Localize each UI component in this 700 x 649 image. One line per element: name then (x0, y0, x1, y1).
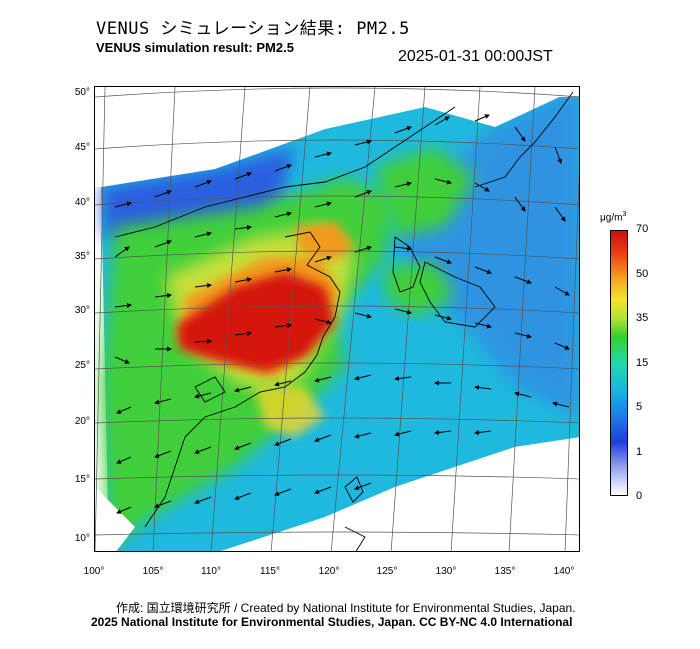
colorbar-tick-50: 50 (636, 268, 649, 280)
lon-label-130: 130° (435, 566, 457, 577)
colorbar-tick-0: 0 (636, 490, 643, 502)
wind-vectors (114, 114, 570, 514)
forecast-timestamp: 2025-01-31 00:00JST (398, 48, 553, 65)
colorbar-tick-5: 5 (636, 401, 643, 413)
lon-label-125: 125° (376, 566, 398, 577)
colorbar-tick-35: 35 (636, 312, 649, 324)
lat-label-40: 40° (74, 197, 90, 208)
lat-label-10: 10° (74, 533, 90, 544)
lon-label-140: 140° (553, 566, 575, 577)
colorbar-tick-1: 1 (636, 446, 643, 458)
colorbar-tick-70: 70 (636, 223, 649, 235)
lon-label-100: 100° (83, 566, 105, 577)
lat-label-35: 35° (74, 251, 90, 262)
pm25-map (94, 86, 580, 552)
lat-label-20: 20° (74, 416, 90, 427)
pm25-field (95, 87, 579, 551)
lon-label-115: 115° (260, 566, 280, 577)
credit-line-1: 作成: 国立環境研究所 / Created by National Instit… (116, 601, 576, 615)
credit-line-2: 2025 National Institute for Environmenta… (91, 615, 573, 629)
lat-label-30: 30° (74, 305, 90, 316)
colorbar (610, 230, 628, 496)
lat-label-45: 45° (74, 142, 90, 153)
lon-label-105: 105° (142, 566, 164, 577)
title-english: VENUS simulation result: PM2.5 (96, 40, 294, 55)
map-canvas (95, 87, 579, 551)
colorbar-tick-15: 15 (636, 357, 649, 369)
lat-label-15: 15° (74, 474, 90, 485)
lat-label-50: 50° (74, 87, 90, 98)
lat-label-25: 25° (74, 360, 90, 371)
lon-label-120: 120° (318, 566, 340, 577)
title-japanese: VENUS シミュレーション結果: PM2.5 (96, 19, 410, 39)
colorbar-unit: μg/m3 (600, 211, 626, 223)
graticule (95, 87, 579, 551)
lon-label-110: 110° (201, 566, 221, 577)
lon-label-135: 135° (494, 566, 516, 577)
colorbar-unit-main: μg/m (600, 212, 623, 224)
colorbar-unit-sup: 3 (622, 211, 627, 218)
